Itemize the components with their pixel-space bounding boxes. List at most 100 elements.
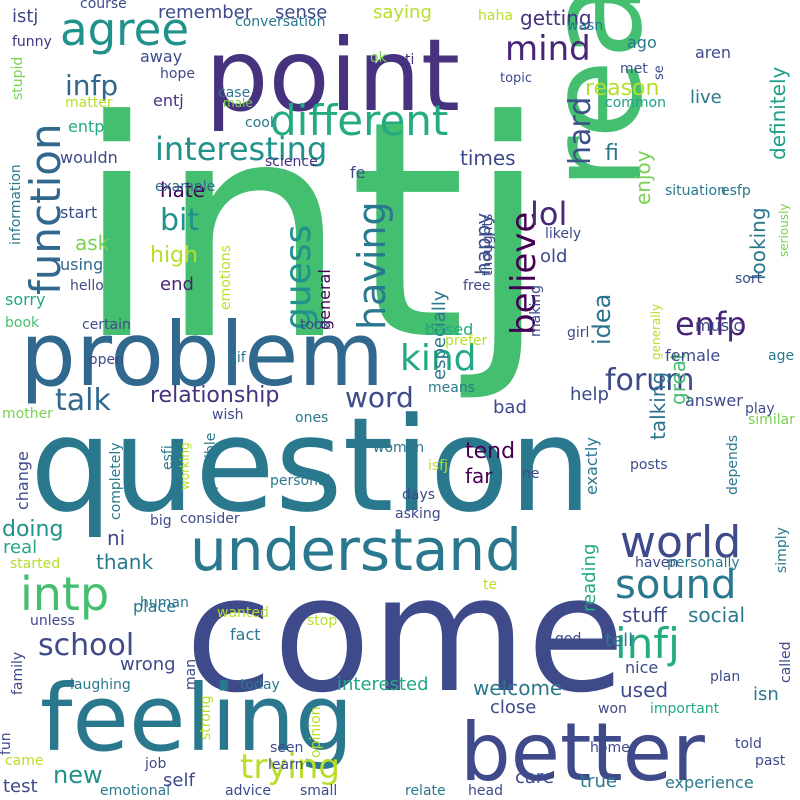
word-stop: stop [307,613,337,629]
word-infj: infj [615,619,680,668]
word-istj: istj [12,6,38,27]
word-intp: intp [20,567,109,621]
word-emotional: emotional [100,783,170,799]
word-times: times [460,146,516,170]
word-understand: understand [190,516,522,584]
word-using: using [60,255,103,274]
word-completely: completely [108,442,124,520]
word-past: past [755,753,786,769]
word-bit: bit [160,203,199,238]
word-gif: gif [228,350,247,366]
word-true: true [580,771,617,792]
word-nice: nice [625,658,658,677]
word-high: high [150,243,198,268]
word-problem: problem [20,303,384,406]
word-consider: consider [180,511,240,527]
word-interesting: interesting [155,130,327,168]
word-idea: idea [588,294,616,345]
word-job: job [144,756,166,772]
word-reading: reading [579,544,600,612]
word-doing: doing [2,517,63,542]
word-start: start [60,203,97,222]
word-definitely: definitely [766,66,790,160]
word-fe: fe [350,163,365,182]
word-posts: posts [630,457,668,473]
word-big: big [150,513,172,529]
word-se: se [652,65,667,80]
word-age: age [768,348,794,364]
word-seen: seen [270,740,303,756]
word-school: school [38,628,134,663]
word-sorry: sorry [5,290,45,309]
word-esfj: esfj [160,445,176,470]
word-learn: learn [268,757,303,773]
word-te: te [483,577,497,593]
word-sound: sound [615,562,736,608]
word-female: female [665,346,720,365]
word-world: world [620,517,741,568]
word-believe: believe [504,212,544,335]
word-point: point [205,17,460,134]
word-hope: hope [160,66,195,82]
word-tell: tell [605,630,633,651]
word-god: god [555,631,581,647]
word-took: took [300,317,332,333]
word-ago: ago [627,33,657,52]
word-having: having [350,201,394,330]
word-guess: guess [278,225,319,330]
word-wouldn: wouldn [60,148,118,167]
word-working: working [178,442,192,490]
word-tend: tend [465,439,515,464]
word-came: came [5,753,44,769]
word-bad: bad [493,397,527,418]
word-certain: certain [82,317,131,333]
word-fi: fi [605,141,619,166]
word-science: science [265,154,318,170]
word-experience: experience [665,773,754,792]
word-care: care [515,767,554,788]
word-personally: personally [667,555,740,571]
word-similar: similar [748,412,795,428]
word-haha: haha [478,8,513,24]
word-talking: talking [646,372,670,440]
word-today: today [240,677,280,693]
word-general: general [315,269,334,330]
word-question: question [30,389,592,541]
word-new: new [53,761,103,789]
word-hate: hate [160,178,205,202]
word-ni: ni [107,526,125,550]
word-family: family [10,652,26,695]
word-course: course [80,0,127,12]
word-book: book [5,315,40,331]
word-entj: entj [153,91,184,110]
word-plan: plan [710,669,740,685]
word-looking: looking [746,207,770,280]
word-told: told [735,736,762,752]
word-wish: wish [212,407,244,423]
word-male: male [223,96,253,110]
word-likely: likely [545,226,581,242]
word-different: different [270,96,448,145]
word-generally: generally [649,304,663,360]
word-case: case [218,85,250,101]
word-sense: sense [275,2,327,23]
word-prefer: prefer [445,333,487,349]
word-sort: sort [735,271,763,287]
word-lol: lol [530,195,567,233]
word-answer: answer [685,391,743,410]
word-strong: strong [198,695,214,740]
word-infp: infp [65,69,118,102]
word-cool: cool [245,115,274,131]
word-unless: unless [30,613,75,629]
word-called: called [778,641,794,683]
word-depends: depends [725,435,741,495]
word-getting: getting [520,6,592,30]
word-information: information [8,164,24,245]
word-help: help [570,384,609,405]
word-fun: fun [0,732,14,755]
word-esfp: esfp [721,183,751,199]
word-example: example [155,179,215,195]
word-met: met [620,61,648,77]
word-human: human [140,595,189,611]
